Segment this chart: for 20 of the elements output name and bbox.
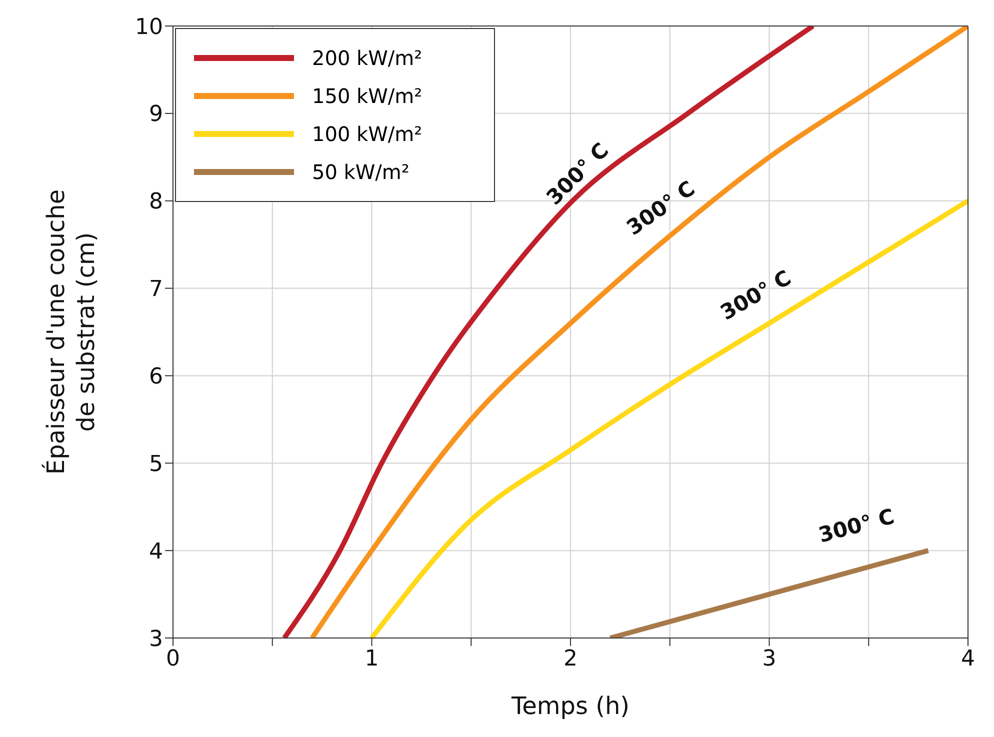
legend-label: 50 kW/m² [312,159,410,186]
y-tick-label: 9 [149,102,163,128]
y-tick-label: 4 [149,539,163,564]
y-tick-label: 3 [149,626,163,652]
x-tick-label: 2 [564,646,578,672]
y-tick-label: 8 [149,190,163,215]
annotation: 300° C [816,504,897,548]
x-tick-label: 4 [961,646,975,672]
x-tick-label: 1 [364,646,379,672]
y-tick-label: 5 [149,452,163,477]
y-axis-title: Épaisseur d'une couche de substrat (cm) [41,189,100,475]
y-tick-label: 10 [135,14,163,40]
legend-label: 200 kW/m² [312,45,422,72]
legend-label: 150 kW/m² [312,83,422,110]
x-tick-label: 3 [762,646,776,672]
x-axis-title: Temps (h) [510,692,630,720]
legend-label: 100 kW/m² [312,121,422,148]
x-tick-label: 0 [166,646,180,672]
y-tick-label: 6 [149,364,163,390]
y-tick-label: 7 [149,277,163,302]
